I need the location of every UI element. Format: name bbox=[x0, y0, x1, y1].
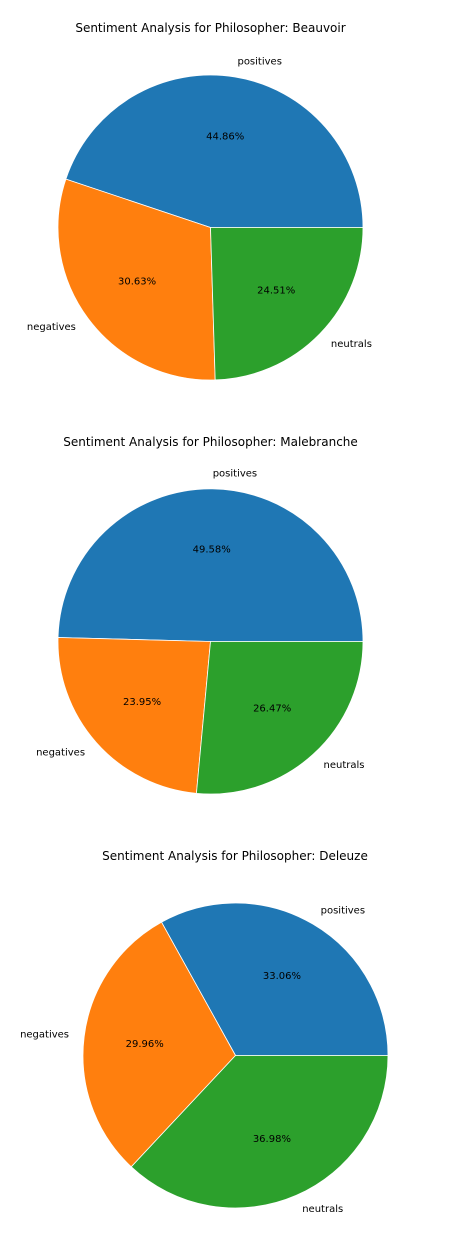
pie-slice-neutrals bbox=[130, 1055, 389, 1209]
slice-label-negatives: negatives bbox=[36, 747, 85, 758]
slice-label-negatives: negatives bbox=[20, 1029, 69, 1040]
slice-percent-negatives: 29.96% bbox=[126, 1039, 164, 1050]
pie-slice-negatives bbox=[57, 637, 211, 794]
pie-slice-negatives bbox=[57, 178, 216, 381]
slice-label-neutrals: neutrals bbox=[331, 339, 372, 350]
chart-title: Sentiment Analysis for Philosopher: Dele… bbox=[102, 849, 368, 863]
pie-chart-deleuze: Sentiment Analysis for Philosopher: Dele… bbox=[20, 849, 389, 1215]
pie-slice-negatives bbox=[82, 921, 236, 1168]
chart-title: Sentiment Analysis for Philosopher: Beau… bbox=[75, 21, 345, 35]
pie-chart-malebranche: Sentiment Analysis for Philosopher: Male… bbox=[36, 435, 364, 795]
pie-labels: positives 49.58% negatives 23.95% neutrals 26… bbox=[36, 468, 364, 771]
slice-percent-positives: 49.58% bbox=[193, 545, 231, 556]
slice-percent-negatives: 30.63% bbox=[118, 277, 156, 288]
slice-percent-positives: 44.86% bbox=[206, 132, 244, 143]
pie-labels: positives 33.06% negatives 29.96% neutrals 36… bbox=[20, 905, 365, 1214]
slice-percent-positives: 33.06% bbox=[263, 971, 301, 982]
pie-slice-positives bbox=[65, 74, 364, 228]
slice-label-positives: positives bbox=[213, 468, 257, 479]
slice-percent-neutrals: 26.47% bbox=[253, 704, 291, 715]
pie-slice-neutrals bbox=[195, 641, 364, 795]
pie-slices bbox=[57, 488, 364, 795]
slice-label-neutrals: neutrals bbox=[302, 1204, 343, 1215]
slice-percent-neutrals: 36.98% bbox=[253, 1134, 291, 1145]
pie-labels: positives 44.86% negatives 30.63% neutrals 24… bbox=[27, 56, 372, 349]
slice-percent-neutrals: 24.51% bbox=[257, 286, 295, 297]
pie-slices bbox=[82, 902, 389, 1209]
slice-label-negatives: negatives bbox=[27, 322, 76, 333]
pie-slice-neutrals bbox=[210, 227, 364, 381]
slice-label-positives: positives bbox=[321, 905, 365, 916]
pie-slices bbox=[57, 74, 364, 381]
slice-percent-negatives: 23.95% bbox=[123, 697, 161, 708]
chart-title: Sentiment Analysis for Philosopher: Male… bbox=[63, 435, 358, 449]
pie-chart-beauvoir: Sentiment Analysis for Philosopher: Beau… bbox=[27, 21, 372, 381]
pie-slice-positives bbox=[57, 488, 364, 642]
slice-label-positives: positives bbox=[237, 56, 281, 67]
pie-slice-positives bbox=[160, 902, 389, 1056]
slice-label-neutrals: neutrals bbox=[324, 760, 365, 771]
